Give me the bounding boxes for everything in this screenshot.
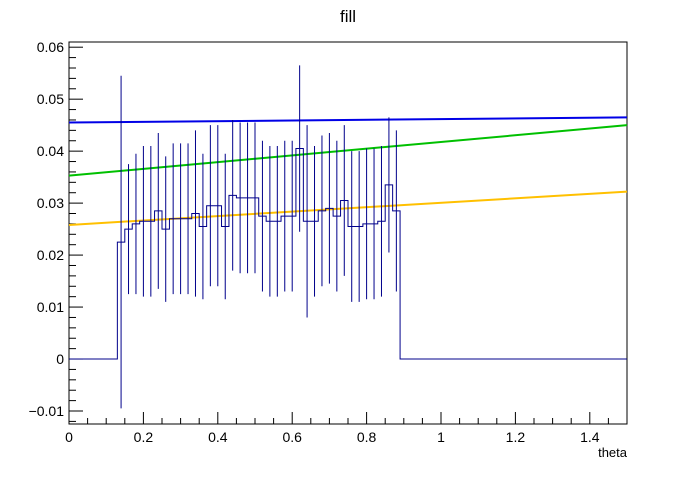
y-tick-label: 0.01 <box>37 299 64 315</box>
histogram <box>69 65 627 409</box>
histogram-outline <box>69 148 627 360</box>
x-axis-label: theta <box>598 445 628 460</box>
x-tick-label: 0.4 <box>208 429 228 445</box>
y-tick-label: 0 <box>56 351 64 367</box>
x-tick-label: 1.2 <box>506 429 526 445</box>
y-tick-label: 0.02 <box>37 247 64 263</box>
plot-frame <box>68 41 628 425</box>
x-tick-label: 1 <box>437 429 445 445</box>
x-tick-label: 0.6 <box>282 429 302 445</box>
y-tick-label: 0.03 <box>37 195 64 211</box>
fit-line-2 <box>68 124 628 177</box>
fit-line-1 <box>68 116 628 124</box>
y-axis: −0.01 0 0.01 0.02 0.03 0.04 0.05 0.06 <box>29 39 83 422</box>
x-tick-label: 1.4 <box>580 429 600 445</box>
y-tick-label: 0.05 <box>37 91 64 107</box>
plot-border <box>68 41 628 425</box>
chart-title: fill <box>340 7 356 26</box>
y-tick-label: −0.01 <box>29 403 65 419</box>
y-tick-label: 0.06 <box>37 39 64 55</box>
y-tick-label: 0.04 <box>37 143 64 159</box>
x-axis: 0 0.2 0.4 0.6 0.8 1 1.2 1.4 <box>65 412 628 445</box>
x-tick-label: 0.8 <box>357 429 377 445</box>
x-tick-label: 0 <box>65 429 73 445</box>
x-tick-label: 0.2 <box>134 429 154 445</box>
